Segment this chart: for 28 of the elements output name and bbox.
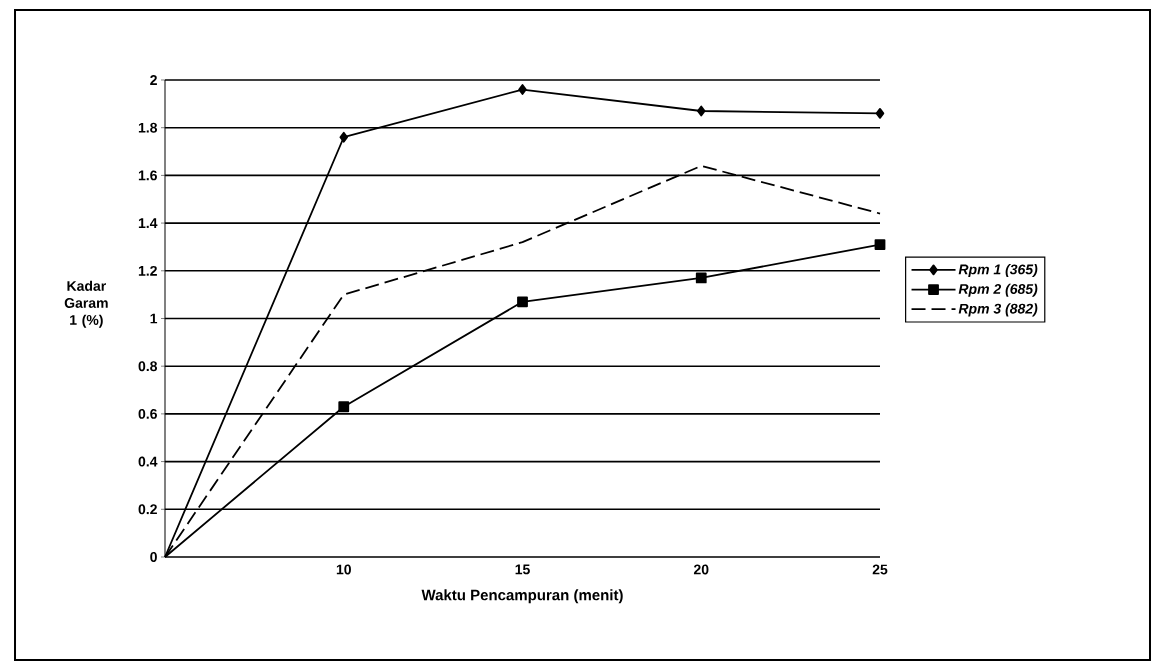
y-axis-title: Kadar Garam 1 (%) [64, 280, 108, 328]
point [695, 272, 707, 284]
point [518, 84, 527, 95]
y-tick-label: 2 [150, 75, 157, 85]
point [338, 401, 350, 413]
y-tick-label: 0.8 [138, 361, 158, 372]
point [875, 107, 885, 119]
y-tick-label: 0.6 [138, 408, 157, 419]
legend-label: Rpm 1 (365) [958, 264, 1038, 278]
y-tick-label: 0 [150, 552, 157, 562]
x-tick-label: 25 [872, 564, 888, 575]
point [339, 131, 349, 143]
y-tick-label: 1.4 [138, 218, 158, 228]
point [517, 296, 528, 308]
x-tick-label: 20 [693, 564, 709, 575]
y-tick-label: 0.2 [138, 504, 157, 515]
y-tick-label: 1.2 [138, 265, 157, 276]
x-tick-label: 10 [336, 564, 351, 575]
y-tick-label: 0.4 [138, 456, 158, 467]
legend-label: Rpm 3 (882) [958, 303, 1038, 317]
point [696, 105, 706, 117]
y-tick-label: 1.6 [138, 170, 157, 181]
y-tick-label: 1 [150, 313, 158, 324]
y-tick-label: 1.8 [138, 122, 158, 133]
point [874, 239, 886, 250]
legend-label: Rpm 2 (685) [958, 283, 1038, 297]
x-tick-label: 15 [515, 564, 530, 575]
x-axis-title: Waktu Pencampuran (menit) [421, 589, 623, 604]
